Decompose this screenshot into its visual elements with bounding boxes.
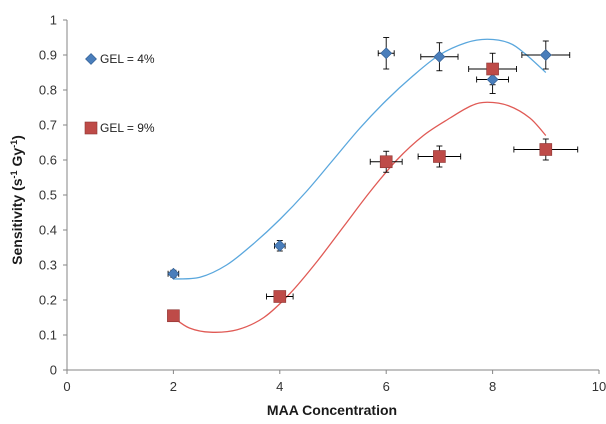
y-tick-label: 0.7: [39, 118, 57, 133]
y-tick-label: 0.6: [39, 153, 57, 168]
diamond-point: [539, 49, 552, 61]
legend-entry: GEL = 4%: [85, 52, 155, 66]
diamond-point: [380, 47, 393, 60]
x-tick-label: 6: [383, 379, 390, 394]
square-point: [379, 155, 393, 169]
x-tick-label: 4: [276, 379, 283, 394]
error-bars: [167, 37, 579, 320]
y-tick-label: 0.1: [39, 328, 57, 343]
y-tick-label: 1: [50, 13, 57, 28]
y-axis-title-mid: Gy: [9, 148, 25, 171]
x-tick-label: 2: [170, 379, 177, 394]
diamond-point: [167, 267, 180, 280]
y-axis-title-sup1: -1: [9, 170, 19, 178]
trendline-gel-9: [173, 101, 547, 333]
y-tick-label: 0.8: [39, 83, 57, 98]
x-axis-title: MAA Concentration: [267, 402, 397, 418]
y-axis-title-end: ): [9, 135, 25, 140]
y-tick-label: 0.9: [39, 48, 57, 63]
x-tick-label: 10: [592, 379, 606, 394]
diamond-point: [433, 50, 446, 63]
diamond-point: [486, 73, 499, 86]
axes: 00.10.20.30.40.50.60.70.80.910 2 4 6 8 10: [39, 13, 606, 395]
trendlines: [173, 38, 547, 333]
square-point: [433, 150, 446, 163]
diamond-point: [273, 239, 286, 252]
legend-square-marker: [84, 121, 98, 135]
y-axis-title-sup2: -1: [9, 140, 19, 148]
square-point: [539, 143, 553, 156]
legend-label: GEL = 9%: [100, 121, 155, 135]
square-point: [167, 309, 180, 323]
legend-entry: GEL = 9%: [84, 121, 155, 135]
y-tick-label: 0: [50, 363, 57, 378]
y-tick-label: 0.2: [39, 293, 57, 308]
legend-label: GEL = 4%: [100, 52, 155, 66]
y-tick-label: 0.3: [39, 258, 57, 273]
y-axis-title: Sensitivity (s-1 Gy-1): [9, 135, 25, 265]
x-tick-label: 0: [63, 379, 70, 394]
trendline-gel-4: [173, 38, 547, 280]
x-tick-label: 8: [489, 379, 496, 394]
square-point: [273, 290, 287, 303]
y-tick-label: 0.5: [39, 188, 57, 203]
y-tick-label: 0.4: [39, 223, 57, 238]
y-axis-title-main: Sensitivity (s: [9, 178, 25, 265]
square-point: [486, 62, 499, 76]
legend-diamond-marker: [85, 53, 97, 65]
legend: GEL = 4% GEL = 9%: [84, 52, 155, 135]
data-markers: [167, 47, 553, 323]
